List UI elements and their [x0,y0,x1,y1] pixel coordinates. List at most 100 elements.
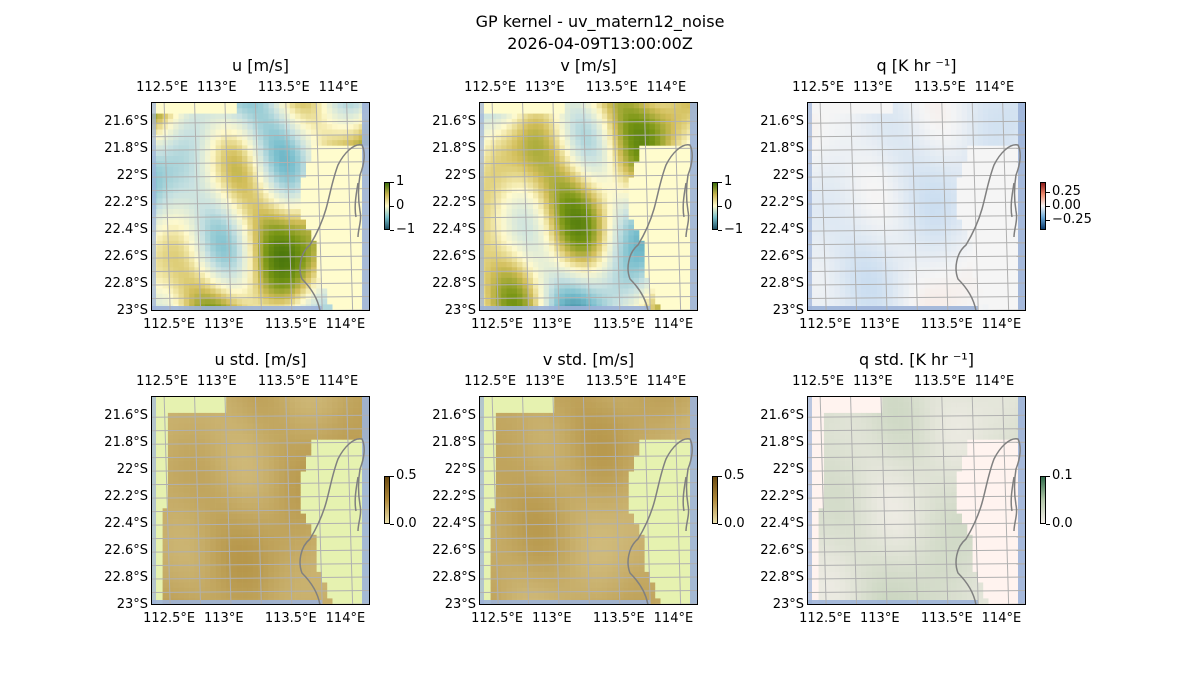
grid-parallel-minor [480,242,697,246]
heatmap-cell [210,150,216,157]
heatmap-cell [871,256,878,263]
heatmap-cell [205,118,211,125]
heatmap-cell [506,140,513,146]
heatmap-cell [993,134,1000,141]
heatmap-cell [818,299,825,305]
heatmap-cell [194,161,200,167]
heatmap-cell [945,288,952,295]
heatmap-cell [183,224,190,231]
heatmap-cell [162,561,169,567]
heatmap-cell [559,134,566,141]
heatmap-cell [495,193,502,199]
heatmap-cell [861,166,867,173]
heatmap-cell [543,113,550,120]
ocean-edge-left [480,103,484,310]
heatmap-cell [178,471,185,477]
grid-parallel [152,147,369,151]
heatmap-cell [289,550,296,557]
heatmap-cell [580,288,587,295]
heatmap-cell [279,476,285,483]
heatmap-cell [517,209,523,215]
heatmap-cell [210,513,216,520]
heatmap-cell [564,198,571,204]
heatmap-cell [935,124,941,130]
heatmap-cell [210,561,216,567]
heatmap-cell [829,203,835,210]
heatmap-cell [173,545,179,551]
heatmap-cell [268,418,275,424]
lat-tick: 22.4°S [760,222,804,238]
heatmap-cell [485,150,491,157]
heatmap-cell [173,166,179,173]
heatmap-cell [887,182,894,189]
heatmap-cell [898,209,904,215]
heatmap-cell [623,209,629,215]
heatmap-cell [210,503,216,509]
heatmap-cell [929,150,936,157]
heatmap-cell [199,460,206,467]
heatmap-cell [353,428,359,435]
heatmap-cell [247,455,253,461]
heatmap-cell [236,272,243,279]
grid-parallel-minor [808,242,1025,246]
heatmap-cell [892,182,899,189]
heatmap-cell [829,256,835,263]
heatmap-cell [665,108,672,114]
heatmap-cell [231,256,238,263]
heatmap-cell [162,571,169,578]
heatmap-cell [199,251,206,257]
heatmap-cell [670,129,677,136]
heatmap-cell [353,140,359,146]
heatmap-cell [295,166,301,173]
heatmap-cell [215,267,222,273]
colorbar [384,182,390,230]
heatmap-cell [247,434,253,440]
heatmap-cell [289,103,296,109]
heatmap-cell [501,235,507,242]
heatmap-cell [273,203,280,210]
heatmap-cell [167,566,174,573]
heatmap-cell [183,177,190,183]
heatmap-cell [215,288,222,295]
heatmap-cell [501,166,507,173]
heatmap-cell [284,214,291,220]
heatmap-cell [580,267,587,273]
heatmap-cell [956,156,962,162]
heatmap-cell [607,103,613,109]
heatmap-cell [903,288,909,295]
heatmap-cell [289,256,296,263]
heatmap-cell [178,224,185,231]
heatmap-cell [199,283,206,289]
heatmap-cell [205,550,211,557]
heatmap-cell [173,476,179,483]
heatmap-cell [517,267,523,273]
heatmap-cell [575,108,581,114]
heatmap-cell [623,224,629,231]
heatmap-cell [167,182,174,189]
heatmap-cell [300,444,306,451]
heatmap-cell [564,193,571,199]
heatmap-cell [522,283,528,289]
heatmap-cell [236,450,243,456]
heatmap-cell [845,224,851,231]
heatmap-cell [861,230,867,236]
heatmap-cell [252,140,259,146]
heatmap-cell [485,283,491,289]
heatmap-cell [189,524,195,530]
heatmap-cell [305,540,312,546]
heatmap-cell [173,124,179,130]
heatmap-cell [533,113,539,120]
heatmap-cell [951,203,957,210]
heatmap-cell [178,428,185,435]
heatmap-cell [162,540,169,546]
heatmap-cell [633,140,640,146]
heatmap-cell [183,198,190,204]
heatmap-cell [236,108,243,114]
heatmap-cell [289,156,296,162]
heatmap-cell [850,251,856,257]
heatmap-cell [178,113,185,120]
heatmap-cell [273,193,280,199]
heatmap-cell [247,450,253,456]
heatmap-cell [183,524,190,530]
heatmap-cell [348,108,354,114]
